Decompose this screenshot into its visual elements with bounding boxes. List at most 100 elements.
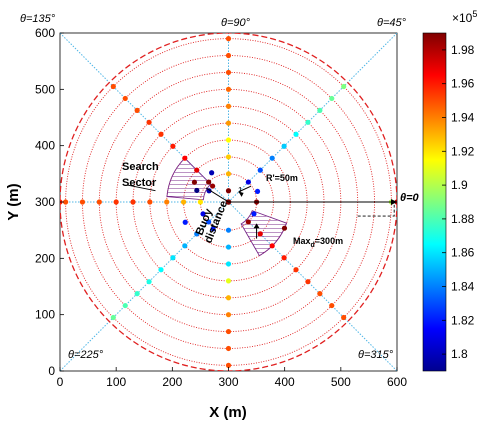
search-sector-pointer [127,184,156,192]
colorbar-tick-label-7: 1.94 [451,111,475,125]
angle-label-315: θ=315° [358,349,394,361]
data-point-45-8 [341,83,347,90]
y-axis-label: Y (m) [5,183,22,220]
data-point-180-6 [96,199,102,205]
y-tick-label-3: 300 [35,195,55,209]
data-point-315-1 [257,231,263,237]
data-point-315-2 [269,243,275,249]
data-point-180-8 [63,199,69,205]
max-label-arrowhead [253,223,260,229]
data-point-90-8 [225,52,232,59]
data-point-315-3 [281,255,287,261]
data-point-45-0 [245,179,251,185]
data-point-90-9 [225,36,232,42]
max-distance-dashed-arrow [357,204,395,217]
data-point-315-7 [329,302,335,309]
y-tick-label-1: 100 [35,308,55,322]
data-point-270-6 [225,328,232,335]
colorbar-tick-label-0: 1.8 [451,347,468,361]
colorbar-exponent-power: 5 [472,9,477,19]
data-point-335-0 [251,211,257,217]
x-tick-label-5: 500 [331,375,351,389]
data-point-315-4 [293,267,299,273]
r-prime-arrowhead [238,191,244,197]
data-point-225-4 [158,267,164,273]
data-point-315-6 [317,291,323,297]
data-point-270-3 [225,278,232,284]
data-point-150-0 [191,179,198,185]
x-axis-label: X (m) [209,404,247,421]
data-point-180-7 [79,199,86,205]
data-point-225-7 [122,302,128,309]
colorbar-tick-label-2: 1.84 [451,280,475,294]
colorbar-tick-label-6: 1.92 [451,144,475,158]
data-point-135-2 [194,167,200,173]
search-sector-left [166,157,212,201]
data-point-160-0 [194,187,200,194]
search-sector-label-line1: Search [122,161,159,173]
data-point-45-6 [317,107,323,113]
data-point-225-2 [182,243,188,249]
x-tick-label-1: 100 [106,375,126,389]
data-point-225-5 [146,279,152,285]
tiny-annotation: 1 [238,186,243,195]
y-tick-label-0: 0 [48,364,55,378]
angle-label-90: θ=90° [221,17,251,29]
data-point-45-5 [305,119,311,125]
colorbar-tick-label-8: 1.96 [451,77,475,91]
data-point-45-7 [329,95,335,102]
data-point-270-1 [225,244,232,250]
colorbar-tick-label-9: 1.98 [451,43,475,57]
data-point-270-8 [225,362,232,368]
radial-line-45 [228,33,397,203]
data-point-315-5 [305,279,311,285]
colorbar-tick-label-5: 1.9 [451,178,468,192]
y-tick-label-2: 200 [35,251,55,265]
angle-label-0: θ=0 [400,192,420,204]
colorbar [422,32,447,372]
data-point-270-2 [225,261,232,267]
colorbar-tick-label-4: 1.88 [451,212,475,226]
max-distance-subscript: d [311,242,315,249]
max-distance-suffix: =300m [315,236,343,246]
data-point-270-4 [225,295,232,301]
data-point-180-5 [113,199,119,205]
search-sector-right [240,210,288,257]
x-tick-label-4: 400 [275,375,295,389]
max-distance-prefix: Max [293,236,311,246]
y-tick-label-4: 400 [35,139,55,153]
data-point-45-4 [293,131,299,137]
data-point-135-1 [206,179,212,185]
data-point-225-0 [206,219,212,225]
data-point-225-3 [170,255,176,261]
angle-label-135: θ=135° [20,13,56,25]
data-point-45-1 [257,167,263,173]
y-tick-label-6: 600 [35,26,55,40]
y-tick-label-5: 500 [35,82,55,96]
x-tick-label-6: 600 [387,375,407,389]
colorbar-exponent: ×105 [452,9,477,25]
data-point-90-3 [225,137,232,143]
r-prime-label: R'=50m [266,173,298,183]
max-distance-label: Maxd=300m [293,236,343,249]
data-point-205-0 [200,211,206,217]
data-point-90-4 [225,120,232,126]
data-point-90-0 [225,188,232,194]
data-point-135-5 [158,131,164,137]
data-point-20-0 [254,188,261,195]
colorbar-exponent-base: ×10 [452,11,473,25]
data-point-90-7 [225,69,232,76]
data-point-135-7 [134,107,140,113]
data-point-90-1 [225,171,232,177]
angle-label-225: θ=225° [68,349,104,361]
data-point-180-3 [147,199,153,205]
colorbar-tick-label-1: 1.82 [451,313,475,327]
radial-line-225 [60,201,229,371]
data-point-135-0 [210,183,216,189]
data-point-135-6 [146,119,152,125]
x-tick-label-0: 0 [57,375,64,389]
data-point-180-1 [180,199,187,205]
data-point-90-2 [225,154,232,160]
data-point-270-5 [225,312,232,318]
